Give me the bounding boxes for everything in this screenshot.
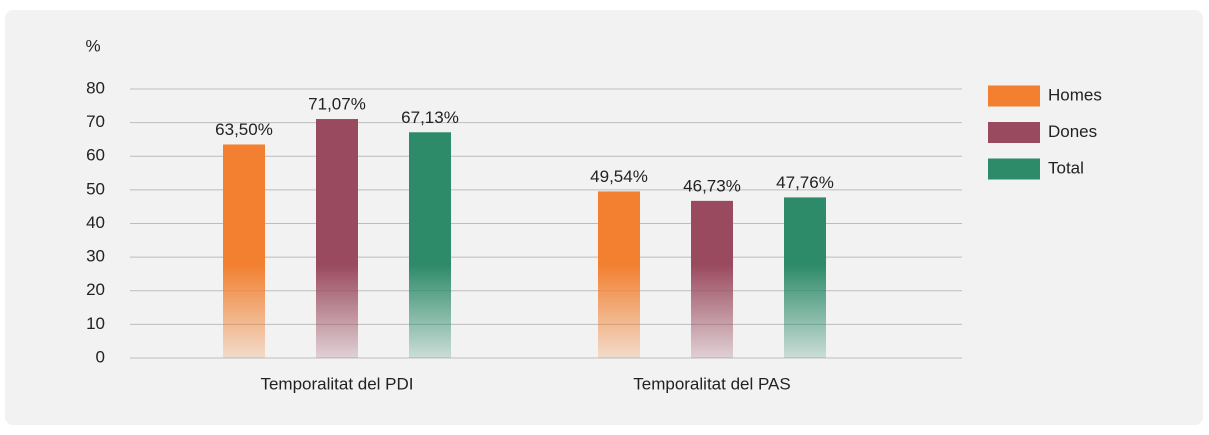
- y-tick-label: 0: [96, 347, 105, 366]
- bar: [223, 144, 265, 358]
- y-tick-label: 80: [86, 78, 105, 97]
- value-label: 47,76%: [776, 173, 834, 192]
- value-label: 49,54%: [590, 167, 648, 186]
- y-tick-label: 50: [86, 179, 105, 198]
- legend-swatch: [988, 158, 1040, 180]
- legend-label: Dones: [1048, 122, 1097, 141]
- value-label: 63,50%: [215, 120, 273, 139]
- bar: [409, 132, 451, 358]
- bar: [316, 119, 358, 358]
- bar: [691, 200, 733, 358]
- bar: [598, 191, 640, 358]
- legend-label: Total: [1048, 158, 1084, 177]
- x-tick-label: Temporalitat del PAS: [633, 374, 790, 393]
- y-tick-label: 40: [86, 213, 105, 232]
- y-tick-label: 10: [86, 314, 105, 333]
- y-axis-label: %: [85, 36, 100, 55]
- value-label: 46,73%: [683, 176, 741, 195]
- y-tick-label: 30: [86, 247, 105, 266]
- y-tick-label: 20: [86, 280, 105, 299]
- legend-label: Homes: [1048, 85, 1102, 104]
- legend-swatch: [988, 122, 1040, 143]
- y-tick-label: 70: [86, 112, 105, 131]
- value-label: 67,13%: [401, 108, 459, 127]
- legend-swatch: [988, 85, 1040, 107]
- x-tick-label: Temporalitat del PDI: [260, 374, 413, 393]
- bar: [784, 197, 826, 358]
- value-label: 71,07%: [308, 95, 366, 114]
- y-tick-label: 60: [86, 146, 105, 165]
